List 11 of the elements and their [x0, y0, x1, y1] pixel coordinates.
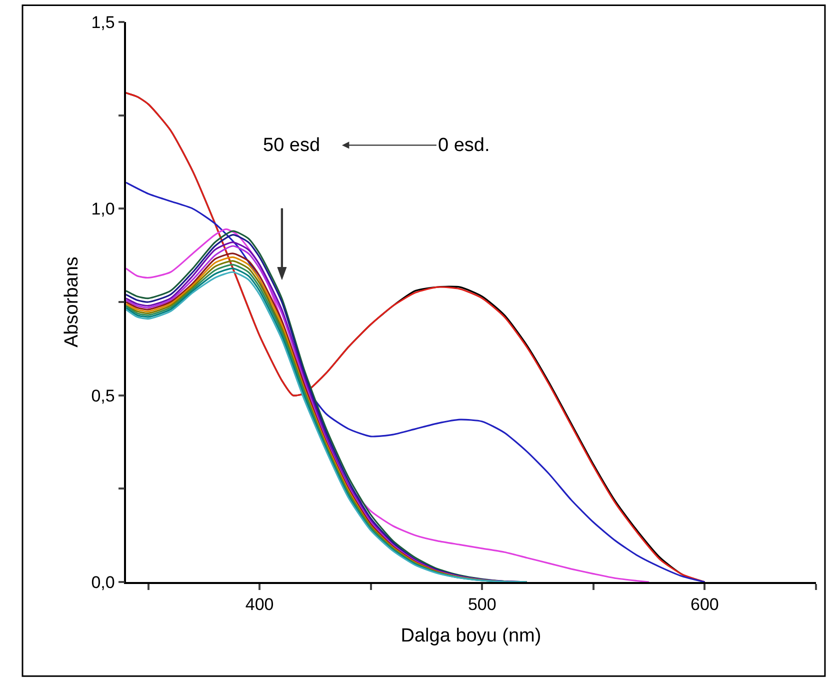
x-axis-title: Dalga boyu (nm)	[400, 625, 542, 646]
annotation: 0 esd.	[438, 135, 490, 156]
y-tick-label: 1,5	[91, 12, 115, 32]
annotation: 50 esd	[263, 135, 320, 156]
y-tick-label: 0,5	[91, 386, 115, 406]
y-tick-label: 1,0	[91, 200, 115, 219]
y-axis-title: Absorbans	[62, 256, 83, 348]
x-tick-label: 600	[690, 595, 719, 614]
y-tick-label: 0,0	[91, 572, 115, 592]
x-tick-label: 400	[245, 595, 274, 614]
x-tick-label: 500	[468, 595, 496, 614]
